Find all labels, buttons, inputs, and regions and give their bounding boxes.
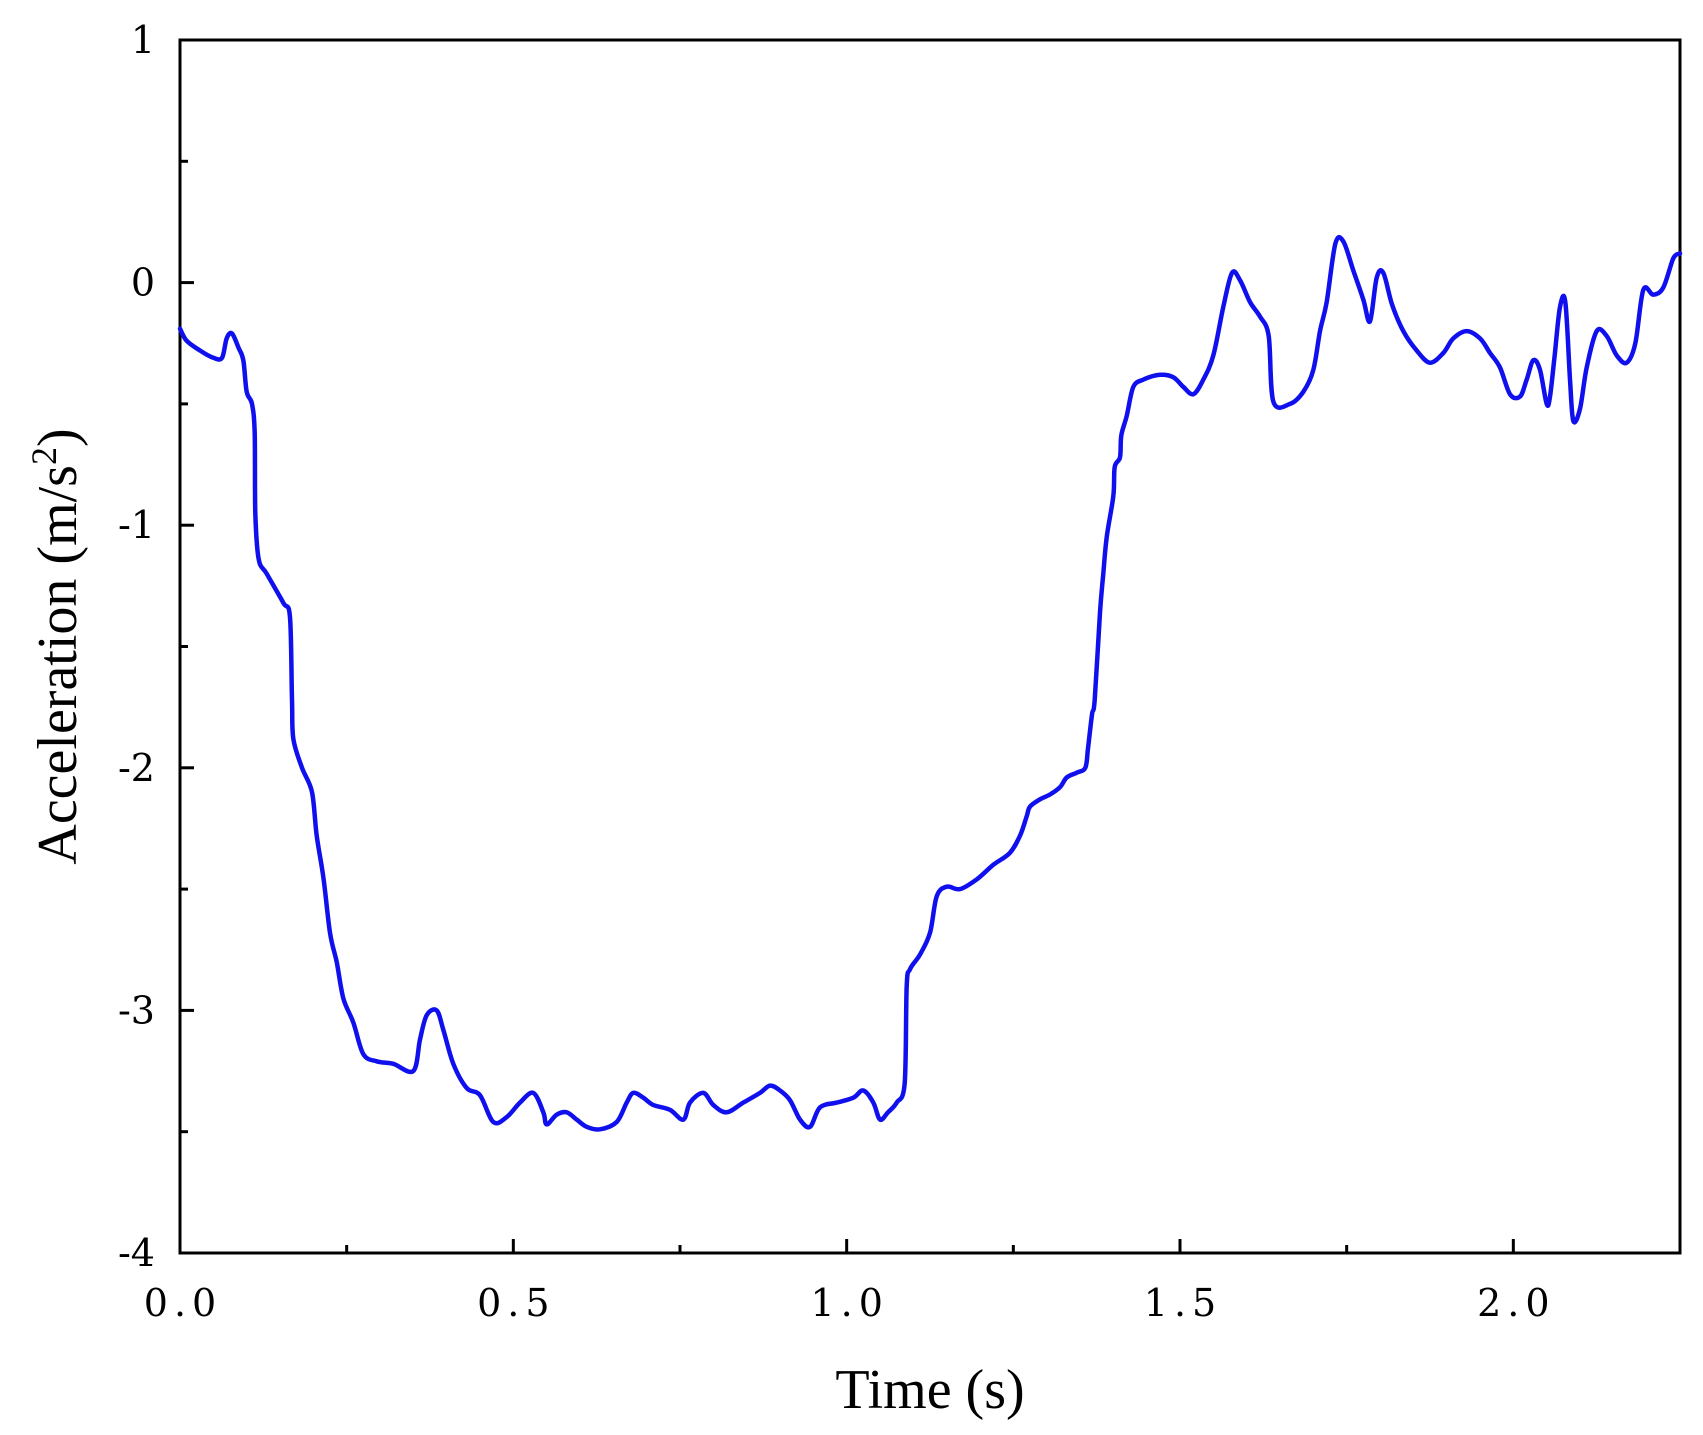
y-axis-title-superscript: 2 [24, 447, 64, 465]
x-tick-labels: 0.0 0.5 1.0 1.5 2.0 [144, 1281, 1555, 1325]
y-axis-title-close: ) [27, 428, 89, 447]
y-tick-label: 1 [131, 18, 155, 62]
y-axis-title: Acceleration (m/s2) [24, 428, 89, 864]
x-axis-title: Time (s) [835, 1359, 1024, 1421]
x-tick-label: 0.5 [477, 1281, 555, 1325]
y-tick-label: -3 [118, 988, 155, 1032]
x-tick-label: 0.0 [144, 1281, 222, 1325]
y-tick-label: 0 [131, 261, 155, 305]
y-axis-title-main: Acceleration (m/s [27, 465, 89, 865]
y-tick-label: -4 [118, 1231, 155, 1275]
acceleration-series-line [177, 234, 1683, 1132]
x-tick-label: 1.5 [1144, 1281, 1222, 1325]
y-tick-label: -2 [118, 746, 155, 790]
x-tick-label: 2.0 [1477, 1281, 1555, 1325]
y-tick-label: -1 [118, 503, 155, 547]
x-tick-label: 1.0 [810, 1281, 888, 1325]
y-tick-labels: 1 0 -1 -2 -3 -4 [118, 18, 155, 1275]
axis-ticks [178, 38, 1515, 1255]
